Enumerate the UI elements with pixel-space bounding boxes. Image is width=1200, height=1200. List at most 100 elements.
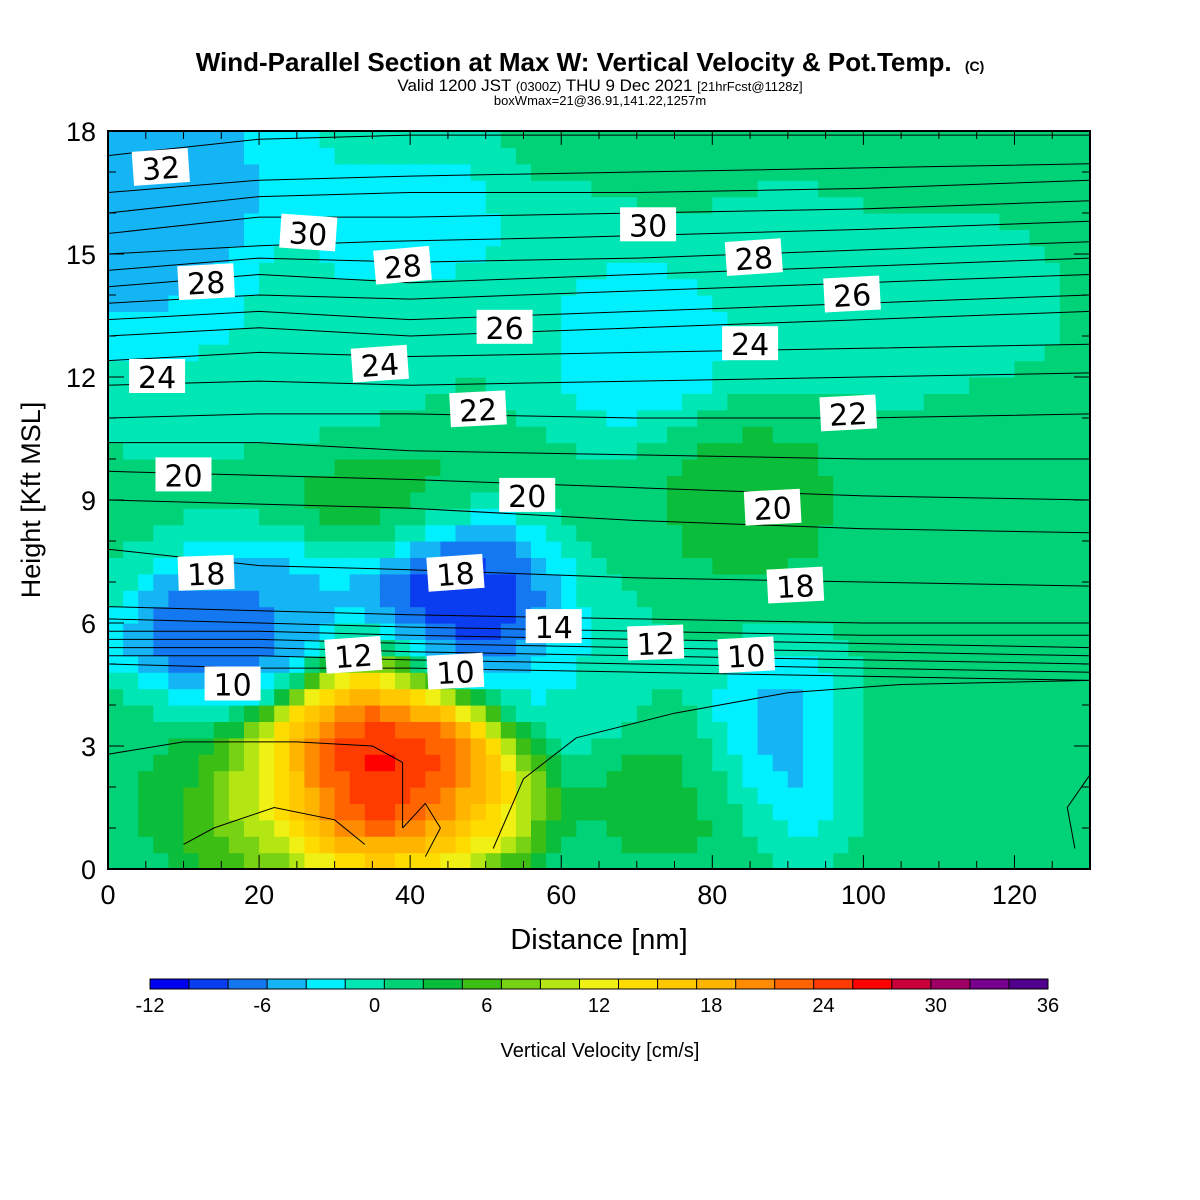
heatmap-cell (1029, 819, 1046, 837)
heatmap-cell (923, 524, 940, 542)
heatmap-cell (304, 590, 321, 608)
heatmap-cell (168, 327, 185, 345)
heatmap-cell (697, 787, 713, 804)
heatmap-cell (682, 541, 698, 558)
heatmap-cell (848, 196, 864, 214)
heatmap-cell (531, 770, 547, 788)
heatmap-cell (531, 180, 547, 198)
heatmap-cell (938, 705, 955, 722)
heatmap-cell (818, 623, 834, 640)
heatmap-cell (727, 705, 744, 722)
heatmap-cell (455, 344, 472, 362)
heatmap-cell (228, 131, 245, 148)
heatmap-cell (1014, 278, 1031, 296)
heatmap-cell (138, 573, 154, 591)
heatmap-cell (379, 311, 396, 329)
heatmap-cell (168, 836, 185, 854)
heatmap-cell (938, 672, 955, 690)
heatmap-cell (485, 819, 502, 837)
heatmap-cell (803, 180, 819, 198)
theta-contour-line (108, 630, 1090, 649)
heatmap-cell (138, 803, 154, 821)
heatmap-cell (1014, 459, 1031, 476)
heatmap-cell (908, 688, 925, 706)
heatmap-cell (485, 852, 502, 869)
heatmap-cell (455, 737, 472, 755)
heatmap-cell (198, 705, 215, 722)
heatmap-cell (1059, 688, 1076, 706)
heatmap-cell (576, 196, 592, 214)
heatmap-cell (1029, 737, 1046, 755)
heatmap-cell (938, 770, 955, 788)
heatmap-cell (515, 672, 532, 690)
heatmap-cell (379, 541, 396, 558)
heatmap-cell (878, 705, 895, 722)
heatmap-cell (651, 836, 668, 854)
colorbar-swatch (657, 979, 698, 989)
heatmap-cell (636, 770, 653, 788)
heatmap-cell (712, 278, 728, 296)
heatmap-cell (1074, 770, 1090, 788)
heatmap-cell (651, 245, 668, 263)
heatmap-cell (138, 524, 154, 542)
heatmap-cell (334, 836, 351, 854)
heatmap-cell (455, 623, 472, 640)
heatmap-cell (697, 819, 713, 837)
heatmap-cell (984, 688, 1000, 706)
heatmap-cell (682, 327, 698, 345)
contour-label-text: 30 (629, 209, 667, 244)
heatmap-cell (531, 295, 547, 312)
heatmap-cell (1029, 606, 1046, 624)
heatmap-cell (727, 721, 744, 739)
heatmap-cell (697, 672, 713, 690)
heatmap-cell (289, 655, 305, 673)
heatmap-cell (606, 213, 623, 230)
heatmap-cell (682, 262, 698, 280)
heatmap-cell (591, 524, 608, 542)
heatmap-cell (667, 787, 683, 804)
heatmap-cell (546, 262, 562, 280)
heatmap-cell (108, 344, 124, 362)
heatmap-cell (999, 229, 1016, 247)
heatmap-cell (848, 360, 864, 378)
heatmap-cell (969, 311, 985, 329)
heatmap-cell (621, 393, 638, 411)
heatmap-cell (425, 196, 441, 214)
heatmap-cell (878, 344, 895, 362)
contour-label-text: 12 (333, 639, 374, 677)
heatmap-cell (576, 147, 592, 165)
heatmap-cell (954, 688, 970, 706)
heatmap-cell (531, 737, 547, 755)
heatmap-cell (274, 524, 290, 542)
heatmap-cell (531, 344, 547, 362)
contour-label-box (324, 635, 383, 674)
heatmap-cell (531, 639, 547, 657)
heatmap-cell (1029, 311, 1046, 329)
heatmap-cell (878, 491, 895, 509)
heatmap-cell (667, 475, 683, 493)
heatmap-cell (259, 688, 275, 706)
heatmap-cell (818, 836, 834, 854)
heatmap-cell (651, 278, 668, 296)
heatmap-cell (803, 311, 819, 329)
heatmap-cell (757, 606, 774, 624)
heatmap-cell (606, 836, 623, 854)
heatmap-cell (425, 426, 441, 444)
contour-label-box (717, 636, 776, 674)
heatmap-cell (878, 442, 895, 460)
heatmap-cell (606, 262, 623, 280)
heatmap-cell (923, 245, 940, 263)
heatmap-cell (395, 327, 411, 345)
heatmap-cell (893, 360, 910, 378)
heatmap-cell (1014, 606, 1031, 624)
theta-contour-line (108, 200, 1090, 234)
heatmap-cell (123, 705, 139, 722)
heatmap-cell (923, 590, 940, 608)
heatmap-cell (667, 491, 683, 509)
heatmap-cell (803, 442, 819, 460)
heatmap-cell (470, 147, 487, 165)
heatmap-cell (621, 360, 638, 378)
heatmap-cell (455, 705, 472, 722)
heatmap-cell (1074, 295, 1090, 312)
heatmap-cell (334, 623, 351, 640)
